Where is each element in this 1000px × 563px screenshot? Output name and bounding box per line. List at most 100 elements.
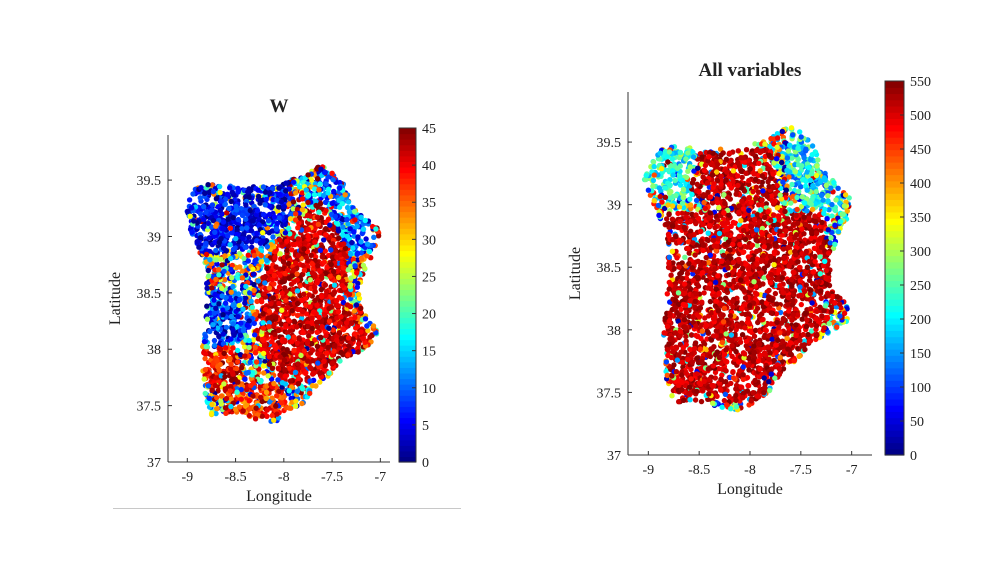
w-colorbar-segment bbox=[399, 339, 416, 346]
w-point bbox=[273, 345, 279, 351]
w-point bbox=[210, 218, 217, 224]
w-point bbox=[258, 252, 264, 259]
w-point bbox=[218, 398, 224, 405]
w-point bbox=[339, 260, 345, 266]
w-point bbox=[241, 255, 247, 262]
w-x-tick-label: -7.5 bbox=[321, 470, 343, 485]
w-point bbox=[342, 245, 349, 251]
w-point bbox=[321, 237, 327, 243]
w-point bbox=[287, 378, 294, 384]
w-point bbox=[367, 334, 373, 340]
w-y-tick-label: 38.5 bbox=[137, 287, 162, 302]
w-point bbox=[318, 319, 324, 325]
w-point bbox=[239, 212, 246, 219]
w-point bbox=[224, 210, 230, 216]
w-point bbox=[228, 361, 234, 367]
all-variables-point bbox=[732, 220, 739, 226]
w-point bbox=[264, 265, 270, 272]
w-point bbox=[231, 332, 237, 338]
w-colorbar-segment bbox=[399, 194, 416, 201]
w-point bbox=[303, 302, 309, 308]
w-point bbox=[218, 256, 224, 262]
w-point bbox=[250, 337, 257, 343]
w-point bbox=[294, 288, 301, 294]
w-y-tick-label: 37 bbox=[147, 456, 161, 471]
w-point bbox=[229, 275, 235, 281]
w-point bbox=[307, 390, 313, 396]
w-point bbox=[239, 275, 246, 281]
all-variables-point bbox=[754, 242, 760, 249]
w-point bbox=[293, 260, 299, 266]
w-point bbox=[201, 204, 207, 210]
all-variables-point bbox=[684, 270, 691, 277]
w-point bbox=[202, 367, 209, 373]
w-point bbox=[294, 388, 301, 394]
w-point bbox=[242, 300, 248, 306]
w-point bbox=[323, 288, 330, 295]
all-variables-point bbox=[692, 397, 699, 403]
w-point bbox=[345, 335, 352, 341]
w-point bbox=[268, 269, 274, 275]
w-point bbox=[278, 199, 285, 205]
w-point bbox=[245, 189, 251, 195]
w-point bbox=[321, 169, 328, 176]
w-point bbox=[314, 329, 320, 335]
w-point bbox=[279, 307, 285, 313]
w-point bbox=[275, 366, 282, 372]
w-point bbox=[194, 239, 201, 245]
w-point bbox=[330, 241, 336, 247]
all-variables-point bbox=[777, 309, 784, 316]
w-colorbar-segment bbox=[399, 311, 416, 318]
w-point bbox=[217, 207, 223, 214]
w-point bbox=[230, 283, 236, 290]
all-variables-point bbox=[712, 375, 718, 381]
w-point bbox=[341, 241, 347, 247]
w-point bbox=[315, 360, 321, 366]
w-point bbox=[260, 311, 266, 317]
w-point bbox=[238, 396, 244, 402]
w-point bbox=[216, 333, 222, 340]
w-point bbox=[375, 233, 382, 239]
w-point bbox=[228, 297, 234, 303]
w-point bbox=[347, 283, 353, 290]
w-point bbox=[271, 380, 277, 387]
w-point bbox=[335, 228, 342, 234]
w-colorbar-tick-label: 15 bbox=[422, 345, 436, 360]
w-point bbox=[212, 239, 219, 245]
w-point bbox=[288, 211, 295, 217]
w-point bbox=[346, 311, 352, 317]
w-point bbox=[277, 272, 283, 278]
w-point bbox=[314, 166, 320, 172]
w-point bbox=[358, 305, 364, 312]
w-point bbox=[223, 395, 230, 402]
w-point bbox=[332, 213, 338, 220]
w-point bbox=[348, 320, 355, 326]
w-point bbox=[206, 235, 213, 241]
w-point bbox=[276, 300, 282, 307]
w-point bbox=[345, 199, 352, 205]
w-point bbox=[213, 196, 220, 202]
w-point bbox=[290, 199, 297, 205]
w-point bbox=[213, 257, 219, 263]
w-point bbox=[305, 233, 311, 240]
w-point bbox=[246, 234, 252, 240]
w-point bbox=[309, 341, 315, 347]
w-point bbox=[287, 231, 293, 237]
w-point bbox=[353, 302, 360, 308]
w-point bbox=[316, 314, 322, 320]
w-point bbox=[257, 197, 264, 204]
w-point bbox=[305, 199, 311, 206]
w-point bbox=[274, 411, 280, 417]
w-point bbox=[290, 296, 296, 302]
w-point bbox=[282, 367, 288, 373]
w-point bbox=[222, 373, 228, 380]
w-point bbox=[235, 275, 241, 281]
w-point bbox=[323, 232, 329, 238]
w-point bbox=[247, 290, 253, 296]
w-point bbox=[235, 359, 241, 365]
w-point bbox=[274, 288, 280, 294]
w-point bbox=[294, 312, 301, 319]
w-point bbox=[206, 395, 212, 401]
w-point bbox=[313, 198, 319, 205]
w-point bbox=[276, 237, 283, 243]
